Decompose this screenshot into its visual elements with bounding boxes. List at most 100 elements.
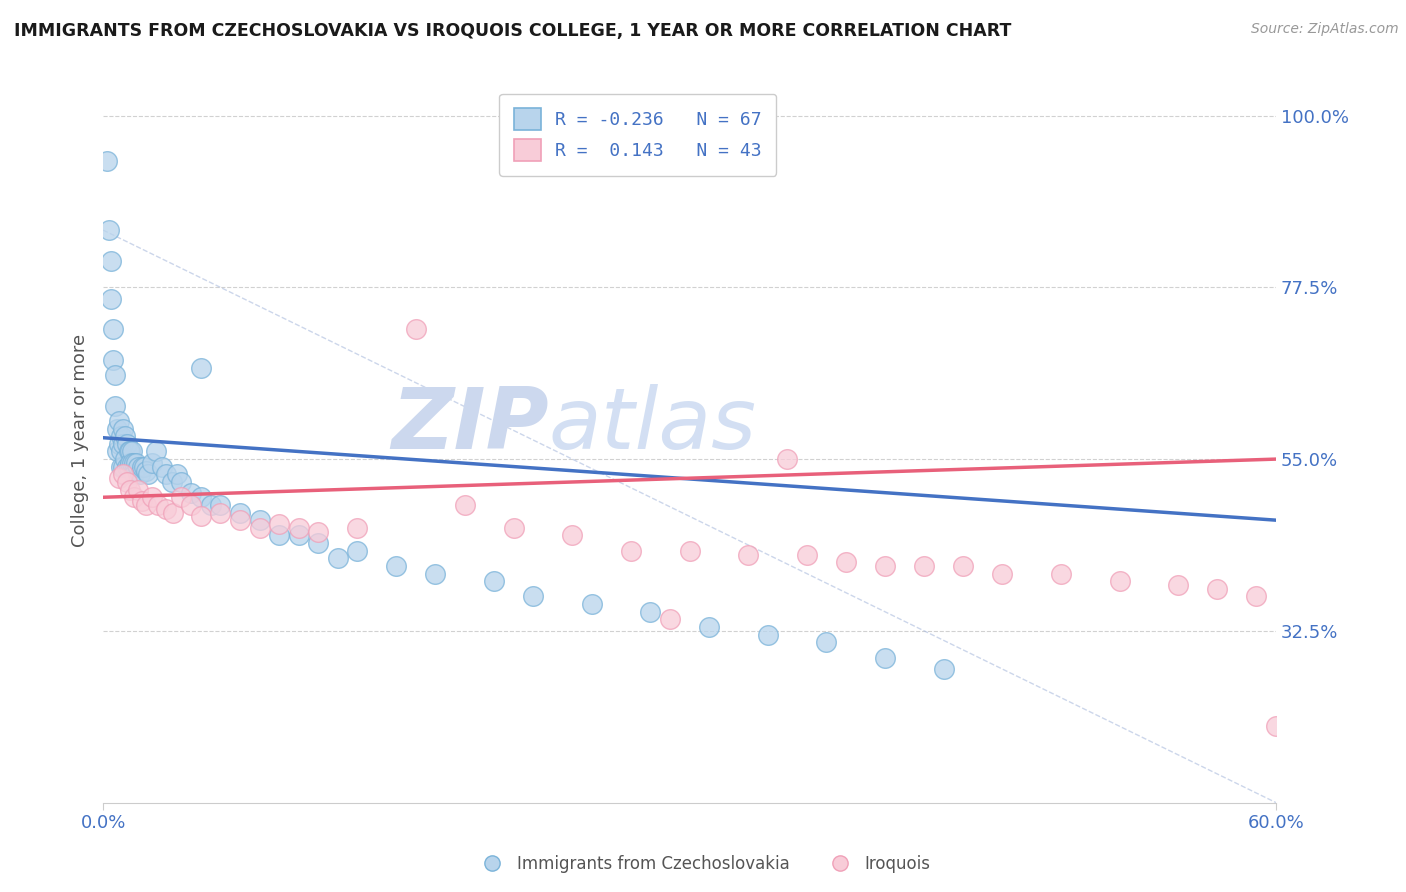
Point: [104, 399, 127, 413]
Point: [124, 456, 146, 470]
Point: [145, 444, 167, 458]
Point: [1167, 578, 1189, 592]
Point: [110, 459, 132, 474]
Point: [114, 429, 136, 443]
Point: [98, 223, 121, 237]
Point: [873, 650, 896, 665]
Point: [952, 558, 974, 573]
Point: [873, 558, 896, 573]
Point: [307, 536, 329, 550]
Point: [170, 490, 193, 504]
Point: [146, 498, 169, 512]
Point: [229, 506, 252, 520]
Text: Source: ZipAtlas.com: Source: ZipAtlas.com: [1251, 22, 1399, 37]
Point: [1265, 719, 1288, 733]
Point: [756, 628, 779, 642]
Point: [150, 459, 173, 474]
Point: [166, 467, 188, 482]
Point: [111, 467, 134, 482]
Point: [107, 414, 129, 428]
Point: [134, 459, 156, 474]
Point: [425, 566, 447, 581]
Point: [190, 490, 212, 504]
Point: [117, 444, 139, 458]
Point: [115, 475, 138, 489]
Point: [697, 620, 720, 634]
Point: [287, 528, 309, 542]
Point: [96, 154, 118, 169]
Point: [1206, 582, 1229, 596]
Point: [110, 444, 132, 458]
Point: [121, 444, 143, 458]
Point: [141, 490, 163, 504]
Point: [155, 467, 177, 482]
Point: [287, 521, 309, 535]
Text: IMMIGRANTS FROM CZECHOSLOVAKIA VS IROQUOIS COLLEGE, 1 YEAR OR MORE CORRELATION C: IMMIGRANTS FROM CZECHOSLOVAKIA VS IROQUO…: [14, 22, 1011, 40]
Point: [115, 437, 138, 451]
Point: [124, 467, 146, 482]
Point: [162, 506, 184, 520]
Point: [522, 590, 544, 604]
Point: [932, 662, 955, 676]
Point: [1050, 566, 1073, 581]
Point: [249, 513, 271, 527]
Point: [135, 464, 157, 478]
Point: [678, 543, 700, 558]
Text: ZIP: ZIP: [391, 384, 548, 467]
Point: [120, 483, 142, 497]
Point: [200, 498, 222, 512]
Point: [249, 521, 271, 535]
Point: [307, 524, 329, 539]
Point: [385, 558, 408, 573]
Point: [117, 459, 139, 474]
Point: [737, 548, 759, 562]
Point: [107, 471, 129, 485]
Point: [180, 486, 202, 500]
Point: [155, 501, 177, 516]
Point: [121, 456, 143, 470]
Point: [127, 459, 149, 474]
Point: [659, 612, 682, 626]
Point: [131, 459, 153, 474]
Point: [131, 494, 153, 508]
Point: [229, 513, 252, 527]
Point: [120, 444, 142, 458]
Point: [502, 521, 524, 535]
Point: [100, 292, 122, 306]
Point: [190, 360, 212, 375]
Point: [1108, 574, 1130, 589]
Point: [209, 506, 232, 520]
Point: [835, 555, 858, 569]
Point: [115, 459, 138, 474]
Y-axis label: College, 1 year or more: College, 1 year or more: [72, 334, 89, 547]
Point: [815, 635, 838, 649]
Point: [105, 421, 128, 435]
Point: [111, 437, 134, 451]
Point: [581, 597, 603, 611]
Point: [141, 456, 163, 470]
Legend: Immigrants from Czechoslovakia, Iroquois: Immigrants from Czechoslovakia, Iroquois: [468, 848, 938, 880]
Point: [346, 543, 368, 558]
Point: [105, 444, 128, 458]
Point: [135, 498, 157, 512]
Point: [326, 551, 349, 566]
Point: [346, 521, 368, 535]
Point: [125, 456, 148, 470]
Point: [127, 483, 149, 497]
Point: [209, 498, 232, 512]
Text: atlas: atlas: [548, 384, 756, 467]
Point: [267, 528, 290, 542]
Point: [620, 543, 643, 558]
Point: [190, 509, 212, 524]
Point: [170, 475, 193, 489]
Point: [107, 437, 129, 451]
Point: [776, 452, 799, 467]
Point: [912, 558, 935, 573]
Point: [114, 452, 136, 467]
Point: [136, 467, 159, 482]
Point: [129, 467, 152, 482]
Point: [561, 528, 583, 542]
Point: [110, 429, 132, 443]
Point: [796, 548, 818, 562]
Point: [991, 566, 1014, 581]
